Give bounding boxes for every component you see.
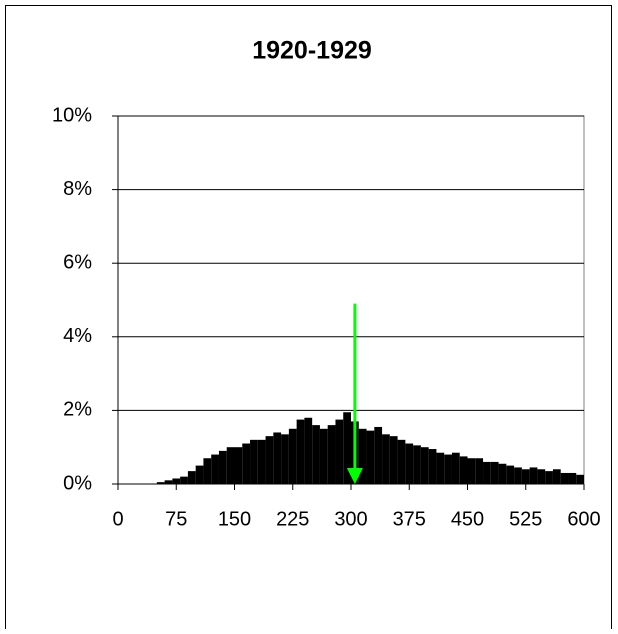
- bar: [498, 463, 507, 484]
- bar: [343, 412, 351, 484]
- bar: [164, 480, 173, 484]
- bar: [265, 436, 274, 484]
- bar: [545, 471, 553, 484]
- y-tick-label: 0%: [63, 472, 92, 494]
- bar: [529, 467, 538, 484]
- y-tick-label: 8%: [63, 178, 92, 200]
- bar: [389, 436, 398, 484]
- bar: [187, 471, 196, 484]
- bar: [428, 449, 437, 484]
- bar: [312, 425, 320, 484]
- y-tick-label: 6%: [63, 251, 92, 273]
- bar: [218, 450, 227, 484]
- bar: [211, 454, 219, 484]
- x-tick-label: 300: [334, 508, 367, 530]
- arrow-head: [346, 468, 363, 484]
- x-tick-label: 75: [165, 508, 187, 530]
- bar: [490, 461, 499, 484]
- y-tick-label: 10%: [52, 104, 92, 126]
- bar: [281, 434, 289, 484]
- bar: [475, 458, 484, 484]
- bar: [560, 472, 569, 484]
- bar: [273, 432, 282, 484]
- bar: [288, 428, 297, 484]
- x-tick-label: 525: [509, 508, 542, 530]
- bar: [374, 426, 383, 484]
- bar: [506, 465, 515, 484]
- bar: [451, 452, 460, 484]
- bar: [521, 469, 530, 484]
- bar: [195, 465, 204, 484]
- bar: [382, 434, 390, 484]
- bar: [467, 458, 476, 484]
- bar: [156, 482, 165, 484]
- bar: [257, 439, 266, 484]
- x-tick-label: 450: [451, 508, 484, 530]
- bar: [304, 417, 313, 484]
- bar: [576, 474, 584, 484]
- bar: [537, 469, 546, 484]
- bar: [234, 447, 243, 484]
- bar: [242, 443, 251, 484]
- bar: [568, 472, 577, 484]
- bar: [335, 419, 344, 484]
- bar: [250, 439, 258, 484]
- x-tick-label: 225: [276, 508, 309, 530]
- y-tick-label: 4%: [63, 325, 92, 347]
- bar: [366, 430, 375, 484]
- bar: [180, 476, 188, 484]
- bar: [172, 478, 181, 484]
- bar: [413, 445, 421, 484]
- bar: [483, 461, 491, 484]
- bar: [327, 425, 336, 484]
- bar: [319, 428, 328, 484]
- bar: [459, 456, 468, 484]
- x-tick-label: 0: [112, 508, 123, 530]
- x-tick-label: 150: [218, 508, 251, 530]
- bar: [420, 447, 429, 484]
- bar: [444, 454, 452, 484]
- bar: [405, 443, 414, 484]
- y-tick-label: 2%: [63, 399, 92, 421]
- chart-title: 1920-1929: [252, 37, 372, 65]
- bar: [358, 428, 367, 484]
- bar: [397, 439, 406, 484]
- bar: [203, 458, 212, 484]
- bar: [552, 469, 561, 484]
- bar: [226, 447, 235, 484]
- x-tick-label: 600: [567, 508, 600, 530]
- bar: [514, 467, 522, 484]
- x-tick-label: 375: [393, 508, 426, 530]
- bar: [296, 419, 305, 484]
- chart-border: [5, 5, 612, 634]
- bar: [436, 452, 445, 484]
